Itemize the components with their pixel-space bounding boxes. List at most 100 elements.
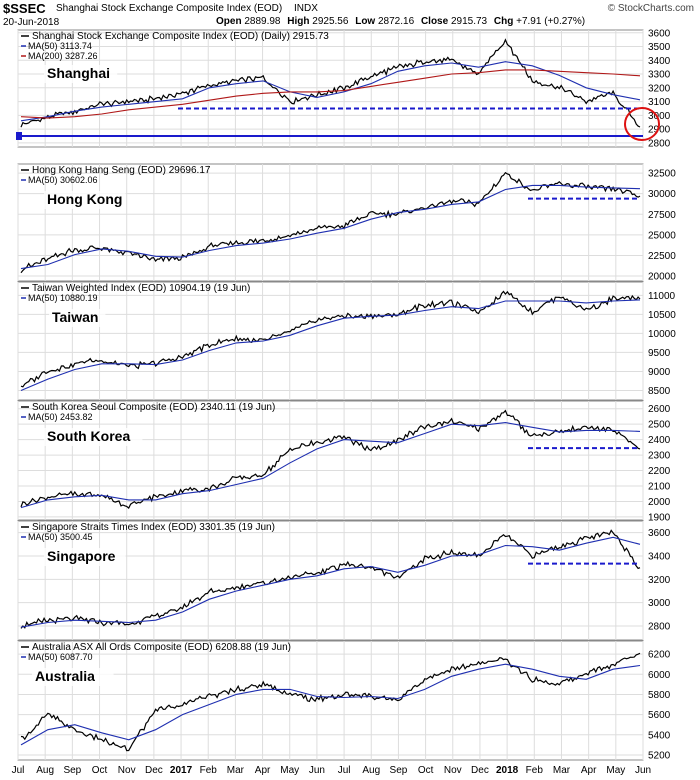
- panel-title-bg: [44, 191, 126, 209]
- y-tick-label: 3500: [648, 42, 671, 53]
- y-tick-label: 30000: [648, 189, 676, 200]
- y-tick-label: 2300: [648, 451, 671, 462]
- source-label: © StockCharts.com: [607, 3, 694, 14]
- panel-title-bg: [44, 65, 118, 83]
- x-tick-label: Feb: [526, 765, 544, 776]
- x-tick-label: Aug: [362, 765, 380, 776]
- x-tick-label: 2018: [496, 765, 519, 776]
- x-tick-label: Jul: [338, 765, 351, 776]
- chart-panel-shanghai: 2800 2900 3000 3100 3200 3300 3400 3500 3600 Shan…: [16, 28, 671, 149]
- legend-ma200: MA(200) 3287.26: [28, 51, 98, 61]
- open-label: Open: [216, 16, 242, 27]
- x-tick-label: Mar: [553, 765, 571, 776]
- panel-title: Taiwan: [52, 309, 98, 325]
- ma50-line: [20, 663, 641, 746]
- y-tick-label: 3600: [648, 28, 671, 39]
- ma50-line: [20, 422, 641, 509]
- panel-frame: [17, 281, 644, 401]
- y-tick-label: 6000: [648, 670, 671, 681]
- legend-ma50: MA(50) 3500.45: [28, 532, 93, 542]
- chart-panel-taiwan: 8500 9000 9500 10000 10500 11000 Taiwan Weight…: [17, 281, 676, 401]
- y-tick-label: 5800: [648, 690, 671, 701]
- y-tick-label: 2500: [648, 420, 671, 431]
- y-tick-label: 3300: [648, 70, 671, 81]
- x-tick-label: Mar: [227, 765, 245, 776]
- y-tick-label: 8500: [648, 386, 671, 397]
- highlight-circle: [624, 107, 660, 141]
- price-line: [20, 409, 641, 510]
- chg-label: Chg: [493, 16, 514, 27]
- x-tick-label: Jul: [12, 765, 25, 776]
- legend-ma50: MA(50) 6087.70: [28, 652, 93, 662]
- panel-frame: [17, 29, 644, 148]
- y-tick-label: 20000: [648, 272, 676, 283]
- panel-title-bg: [32, 668, 114, 686]
- chart-panel-singapore: 2800 3000 3200 3400 3600 Singapore Straits Ti…: [17, 520, 671, 641]
- quote-line: Open 2889.98 High 2925.56 Low 2872.16 Cl…: [216, 16, 585, 27]
- x-tick-label: Oct: [418, 765, 434, 776]
- price-line: [20, 38, 641, 128]
- legend-ma50: MA(50) 10880.19: [28, 293, 98, 303]
- panel-title: Hong Kong: [47, 191, 122, 207]
- ma50-line: [20, 299, 641, 392]
- panel-title: Singapore: [47, 548, 116, 564]
- y-tick-label: 9000: [648, 367, 671, 378]
- y-tick-label: 3600: [648, 528, 671, 539]
- legend-ma50: MA(50) 3113.74: [28, 41, 92, 51]
- legend-price: Taiwan Weighted Index (EOD) 10904.19 (19…: [32, 283, 250, 294]
- panel-title: South Korea: [47, 428, 130, 444]
- legend-price: Singapore Straits Times Index (EOD) 3301…: [32, 522, 275, 533]
- price-marker: [16, 131, 22, 140]
- x-tick-label: Dec: [471, 765, 489, 776]
- ma200-line: [20, 69, 641, 119]
- panel-legend: Singapore Straits Times Index (EOD) 3301…: [21, 522, 275, 542]
- legend-price: Shanghai Stock Exchange Composite Index …: [32, 31, 329, 42]
- y-tick-label: 32500: [648, 169, 676, 180]
- y-tick-label: 2100: [648, 482, 671, 493]
- close-value: 2915.73: [450, 16, 488, 27]
- close-label: Close: [420, 16, 449, 27]
- x-tick-label: Jun: [635, 765, 651, 776]
- chg-value: +7.91 (+0.27%): [516, 16, 586, 27]
- y-tick-label: 2200: [648, 466, 671, 477]
- y-tick-label: 3000: [648, 111, 671, 122]
- y-tick-label: 3100: [648, 97, 671, 108]
- x-tick-label: 2017: [170, 765, 193, 776]
- legend-ma50: MA(50) 30602.06: [28, 175, 98, 185]
- y-tick-label: 27500: [648, 210, 676, 221]
- panel-legend: Shanghai Stock Exchange Composite Index …: [21, 31, 329, 61]
- x-tick-label: May: [606, 765, 625, 776]
- ma50-line: [20, 184, 641, 270]
- exchange-label: INDX: [294, 3, 318, 14]
- high-label: High: [287, 16, 310, 27]
- chart-header: $SSEC Shanghai Stock Exchange Composite …: [0, 0, 700, 30]
- x-tick-label: Jun: [309, 765, 325, 776]
- y-tick-label: 2400: [648, 435, 671, 446]
- panel-frame: [17, 640, 644, 761]
- high-value: 2925.56: [312, 16, 349, 27]
- x-tick-label: Sep: [390, 765, 408, 776]
- index-name: Shanghai Stock Exchange Composite Index …: [56, 3, 283, 14]
- y-tick-label: 2900: [648, 125, 671, 136]
- panel-legend: Australia ASX All Ords Composite (EOD) 6…: [21, 642, 291, 662]
- legend-price: Australia ASX All Ords Composite (EOD) 6…: [32, 642, 291, 653]
- panel-frame: [17, 400, 644, 521]
- panel-legend: Hong Kong Hang Seng (EOD) 29696.17MA(50)…: [21, 165, 211, 185]
- x-tick-label: Apr: [581, 765, 597, 776]
- y-tick-label: 2800: [648, 138, 671, 149]
- x-tick-label: Nov: [444, 765, 462, 776]
- y-tick-label: 3400: [648, 552, 671, 563]
- y-tick-label: 9500: [648, 348, 671, 359]
- ma50-line: [20, 61, 641, 122]
- y-tick-label: 1900: [648, 512, 671, 523]
- y-tick-label: 3400: [648, 56, 671, 67]
- x-axis: Jul Aug Sep Oct Nov Dec 2017 Feb Mar Apr May Jun Jul…: [12, 765, 651, 776]
- y-tick-label: 11000: [648, 291, 676, 302]
- ticker-symbol: $SSEC: [3, 1, 46, 16]
- panel-title-bg: [44, 428, 143, 446]
- open-value: 2889.98: [244, 16, 281, 27]
- panel-legend: Taiwan Weighted Index (EOD) 10904.19 (19…: [21, 283, 250, 303]
- x-tick-label: Aug: [36, 765, 54, 776]
